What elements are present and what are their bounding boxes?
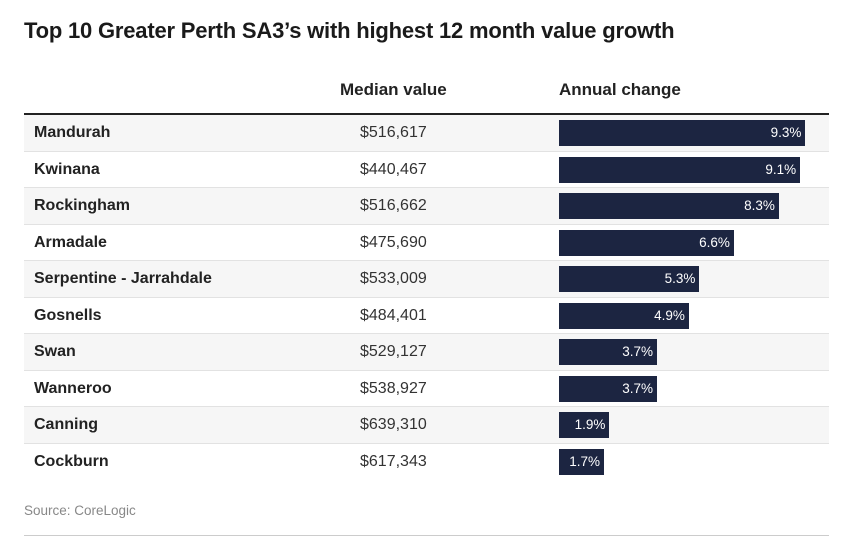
data-table: Mandurah $516,617 9.3% Kwinana $440,467 9.1% R… [24, 115, 829, 480]
annual-change-label: 3.7% [622, 380, 654, 396]
footer-divider [24, 535, 829, 536]
annual-change-bar: 3.7% [559, 339, 658, 365]
median-value: $440,467 [360, 160, 427, 178]
table-row: Mandurah $516,617 9.3% [24, 115, 829, 152]
median-value: $617,343 [360, 452, 427, 470]
region-name: Kwinana [34, 160, 100, 178]
annual-change-label: 6.6% [699, 234, 730, 250]
table-row: Wanneroo $538,927 3.7% [24, 371, 829, 407]
annual-change-label: 1.7% [569, 453, 601, 469]
column-header-annual-change: Annual change [559, 80, 681, 99]
table-row: Swan $529,127 3.7% [24, 334, 829, 371]
header-divider [24, 113, 829, 115]
annual-change-bar: 3.7% [559, 375, 658, 402]
table-row: Armadale $475,690 6.6% [24, 225, 829, 261]
annual-change-bar: 1.9% [559, 412, 610, 438]
median-value: $639,310 [360, 416, 427, 433]
median-value: $516,617 [360, 124, 427, 141]
region-name: Swan [34, 343, 76, 360]
table-row: Canning $639,310 1.9% [24, 407, 829, 444]
annual-change-bar: 8.3% [559, 193, 779, 219]
annual-change-label: 4.9% [654, 307, 685, 323]
region-name: Rockingham [34, 197, 131, 214]
region-name: Mandurah [34, 124, 111, 141]
region-name: Armadale [34, 233, 107, 251]
region-name: Wanneroo [34, 379, 112, 397]
annual-change-bar: 1.7% [559, 448, 605, 475]
annual-change-label: 5.3% [664, 271, 696, 286]
median-value: $538,927 [360, 379, 427, 397]
table-row: Rockingham $516,662 8.3% [24, 188, 829, 225]
table-row: Cockburn $617,343 1.7% [24, 444, 829, 481]
annual-change-label: 9.3% [770, 125, 802, 140]
annual-change-label: 1.9% [574, 417, 606, 432]
region-name: Serpentine - Jarrahdale [34, 270, 212, 287]
region-name: Cockburn [34, 452, 109, 470]
annual-change-label: 8.3% [744, 198, 775, 213]
region-name: Canning [34, 416, 98, 433]
annual-change-bar: 9.3% [559, 120, 806, 146]
table-row: Serpentine - Jarrahdale $533,009 5.3% [24, 261, 829, 298]
annual-change-bar: 4.9% [559, 302, 689, 329]
region-name: Gosnells [34, 306, 102, 324]
median-value: $484,401 [360, 306, 427, 324]
source-note: Source: CoreLogic [24, 503, 136, 518]
annual-change-bar: 9.1% [559, 156, 801, 183]
median-value: $529,127 [360, 343, 427, 360]
annual-change-bar: 5.3% [559, 266, 700, 292]
annual-change-bar: 6.6% [559, 229, 734, 256]
column-header-median-value: Median value [340, 80, 447, 99]
median-value: $516,662 [360, 197, 427, 214]
annual-change-label: 9.1% [765, 161, 797, 177]
table-row: Gosnells $484,401 4.9% [24, 298, 829, 334]
table-row: Kwinana $440,467 9.1% [24, 152, 829, 188]
chart-title: Top 10 Greater Perth SA3’s with highest … [24, 18, 675, 43]
annual-change-label: 3.7% [622, 344, 654, 359]
median-value: $475,690 [360, 233, 427, 251]
median-value: $533,009 [360, 270, 427, 287]
